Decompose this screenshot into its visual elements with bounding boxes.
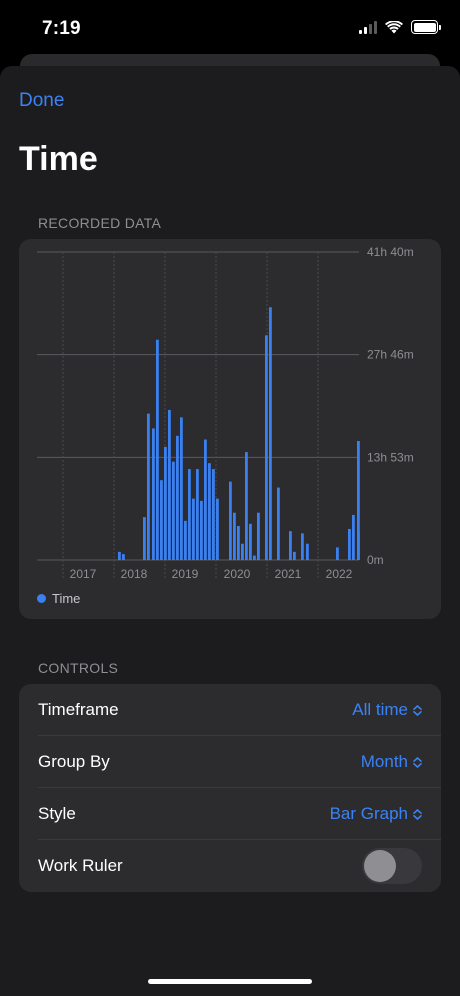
legend-swatch (37, 594, 46, 603)
controls-list: Timeframe All time Group By Month Style (19, 684, 441, 892)
wifi-icon (385, 20, 403, 33)
chart-bar (245, 452, 248, 560)
chart-legend: Time (37, 591, 80, 606)
group-by-value: Month (360, 752, 408, 771)
chart-bar (200, 500, 203, 560)
chart-bar (269, 307, 272, 560)
y-tick-label: 13h 53m (367, 450, 414, 464)
chart-bar (122, 554, 125, 560)
chart-bar (336, 547, 339, 560)
x-tick-label: 2019 (172, 567, 199, 581)
chart-bar (352, 514, 355, 560)
cellular-signal-icon (359, 20, 377, 34)
chart-bar (143, 517, 146, 560)
timeframe-picker[interactable]: All time (352, 700, 422, 720)
chart-bar (192, 498, 195, 560)
chart-bar (241, 543, 244, 560)
y-tick-label: 0m (367, 553, 384, 567)
chart-bar (357, 440, 360, 560)
chart-bar (176, 435, 179, 560)
chart-bar (253, 555, 256, 560)
chart-bar (184, 520, 187, 560)
chart-bar (196, 469, 199, 560)
chart-bar (172, 461, 175, 560)
chart-bar (293, 551, 296, 560)
status-icons (359, 20, 441, 34)
timeframe-value: All time (352, 700, 408, 719)
group-by-label: Group By (38, 752, 110, 771)
group-by-picker[interactable]: Month (361, 752, 422, 772)
style-row[interactable]: Style Bar Graph (19, 788, 441, 840)
chart-bar (180, 417, 183, 560)
chart-bar (152, 428, 155, 560)
chart-bar (277, 487, 280, 560)
work-ruler-label: Work Ruler (38, 856, 123, 875)
chart-bar (208, 463, 211, 560)
chart-bar (204, 439, 207, 560)
group-by-row[interactable]: Group By Month (19, 736, 441, 788)
status-time: 7:19 (42, 18, 81, 39)
battery-icon (411, 20, 441, 34)
x-tick-label: 2018 (121, 567, 148, 581)
home-indicator (148, 979, 312, 984)
modal-sheet: Done Time RECORDED DATA 0m 13h 53m 27h 46m… (0, 66, 460, 996)
chart-bar (164, 446, 167, 560)
chart-bar (168, 409, 171, 560)
recorded-data-header: RECORDED DATA (38, 215, 162, 231)
x-tick-label: 2021 (275, 567, 302, 581)
x-tick-label: 2022 (326, 567, 353, 581)
work-ruler-toggle[interactable] (362, 848, 422, 884)
done-button[interactable]: Done (19, 90, 65, 111)
x-tick-label: 2020 (224, 567, 251, 581)
page-title: Time (19, 140, 98, 178)
up-down-chevron-icon (413, 756, 422, 768)
chart-bar (289, 531, 292, 560)
chart-bar (229, 481, 232, 560)
style-label: Style (38, 804, 76, 823)
style-picker[interactable]: Bar Graph (330, 804, 422, 824)
chart-bar (249, 523, 252, 560)
timeframe-row[interactable]: Timeframe All time (19, 684, 441, 736)
chart-bar (306, 543, 309, 560)
x-tick-label: 2017 (70, 567, 97, 581)
toggle-knob (364, 850, 396, 882)
legend-label: Time (52, 591, 81, 606)
chart-bar (348, 528, 351, 560)
y-tick-label: 27h 46m (367, 348, 414, 362)
chart-bar (257, 512, 260, 560)
chart-bar (301, 533, 304, 560)
chart-bar (233, 512, 236, 560)
work-ruler-row: Work Ruler (19, 840, 441, 892)
chart-bar (212, 469, 215, 560)
chart-bar (147, 413, 150, 560)
up-down-chevron-icon (413, 808, 422, 820)
bar-chart: 0m 13h 53m 27h 46m 41h 40m 2017 2018 2019 2020 2… (37, 245, 414, 581)
chart-bar (265, 335, 268, 560)
chart-bar (118, 551, 121, 560)
status-bar: 7:19 (0, 0, 460, 56)
chart-bar (237, 525, 240, 560)
style-value: Bar Graph (329, 804, 408, 823)
timeframe-label: Timeframe (38, 700, 119, 719)
controls-header: CONTROLS (38, 660, 119, 676)
y-tick-label: 41h 40m (367, 245, 414, 259)
chart-bar (216, 498, 219, 560)
up-down-chevron-icon (413, 704, 422, 716)
chart-bar (160, 480, 163, 560)
chart-card: 0m 13h 53m 27h 46m 41h 40m 2017 2018 2019 2020 2… (19, 239, 441, 619)
chart-bar (156, 339, 159, 560)
chart-bar (188, 469, 191, 560)
